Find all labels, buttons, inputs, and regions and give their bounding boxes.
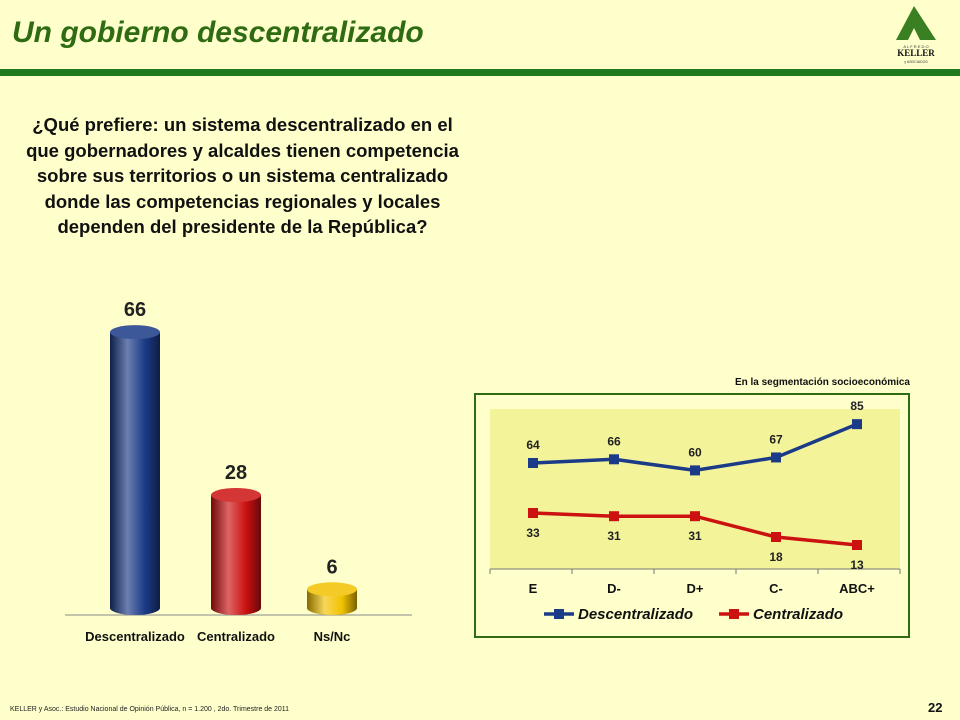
line-data-label: 31 xyxy=(607,529,621,543)
logo-name-text: KELLER xyxy=(897,48,935,58)
line-chart-frame: E D- D+ C- ABC+ 64 66 60 67 85 33 31 31 18 13 Descentra… xyxy=(474,393,910,638)
line-data-label: 67 xyxy=(769,432,783,446)
line-category-label: E xyxy=(529,581,538,596)
line-category-label: D- xyxy=(607,581,621,596)
page-number: 22 xyxy=(928,700,943,715)
line-data-label: 33 xyxy=(526,526,540,540)
footer-source: KELLER y Asoc.: Estudio Nacional de Opin… xyxy=(10,706,290,713)
line-point xyxy=(528,458,538,468)
bar-top xyxy=(307,582,357,597)
line-data-label: 31 xyxy=(688,529,702,543)
logo-mountain-icon xyxy=(896,6,936,40)
line-data-label: 18 xyxy=(769,550,783,564)
bar-chart: 66 Descentralizado 28 Centralizado 6 Ns/Nc xyxy=(65,299,412,644)
line-point xyxy=(609,511,619,522)
bar-base xyxy=(211,601,261,615)
bar-descentralizado xyxy=(110,332,160,608)
line-data-label: 64 xyxy=(526,438,540,452)
line-point xyxy=(852,419,862,430)
bar-category-label: Descentralizado xyxy=(85,629,185,644)
line-point xyxy=(609,454,619,465)
bar-top xyxy=(110,325,160,340)
legend-marker xyxy=(729,609,739,619)
bar-top xyxy=(211,488,261,502)
logo-bottom-text: y ASOCIADOS xyxy=(904,60,928,64)
bar-value-label: 66 xyxy=(124,299,146,321)
line-point xyxy=(852,540,862,550)
line-data-label: 60 xyxy=(688,445,702,459)
bar-centralizado xyxy=(211,495,261,608)
line-point xyxy=(690,511,700,522)
line-data-label: 13 xyxy=(850,558,864,572)
legend-label: Descentralizado xyxy=(578,606,693,623)
legend-marker xyxy=(554,609,564,619)
bar-value-label: 6 xyxy=(326,556,337,578)
bar-base xyxy=(110,601,160,615)
line-data-label: 66 xyxy=(607,434,621,448)
header-rule xyxy=(0,69,960,76)
page-title: Un gobierno descentralizado xyxy=(12,16,424,49)
line-point xyxy=(771,452,781,463)
line-category-label: ABC+ xyxy=(839,581,875,596)
line-category-label: C- xyxy=(769,581,783,596)
line-point xyxy=(771,532,781,542)
logo-top-text: A L F R E D O xyxy=(903,44,928,49)
line-category-label: D+ xyxy=(687,581,704,596)
line-point xyxy=(690,465,700,476)
legend-label: Centralizado xyxy=(753,606,843,623)
line-data-label: 85 xyxy=(850,399,864,413)
line-chart: E D- D+ C- ABC+ 64 66 60 67 85 33 31 31 18 13 Descentra… xyxy=(489,399,901,623)
bar-value-label: 28 xyxy=(225,462,247,484)
keller-logo: A L F R E D O KELLER y ASOCIADOS xyxy=(896,6,936,64)
bar-base xyxy=(307,601,357,615)
bar-category-label: Ns/Nc xyxy=(314,629,351,644)
bar-category-label: Centralizado xyxy=(197,629,275,644)
survey-question: ¿Qué prefiere: un sistema descentralizad… xyxy=(26,114,459,237)
segment-caption: En la segmentación socioeconómica xyxy=(734,377,910,388)
line-point xyxy=(528,508,538,518)
